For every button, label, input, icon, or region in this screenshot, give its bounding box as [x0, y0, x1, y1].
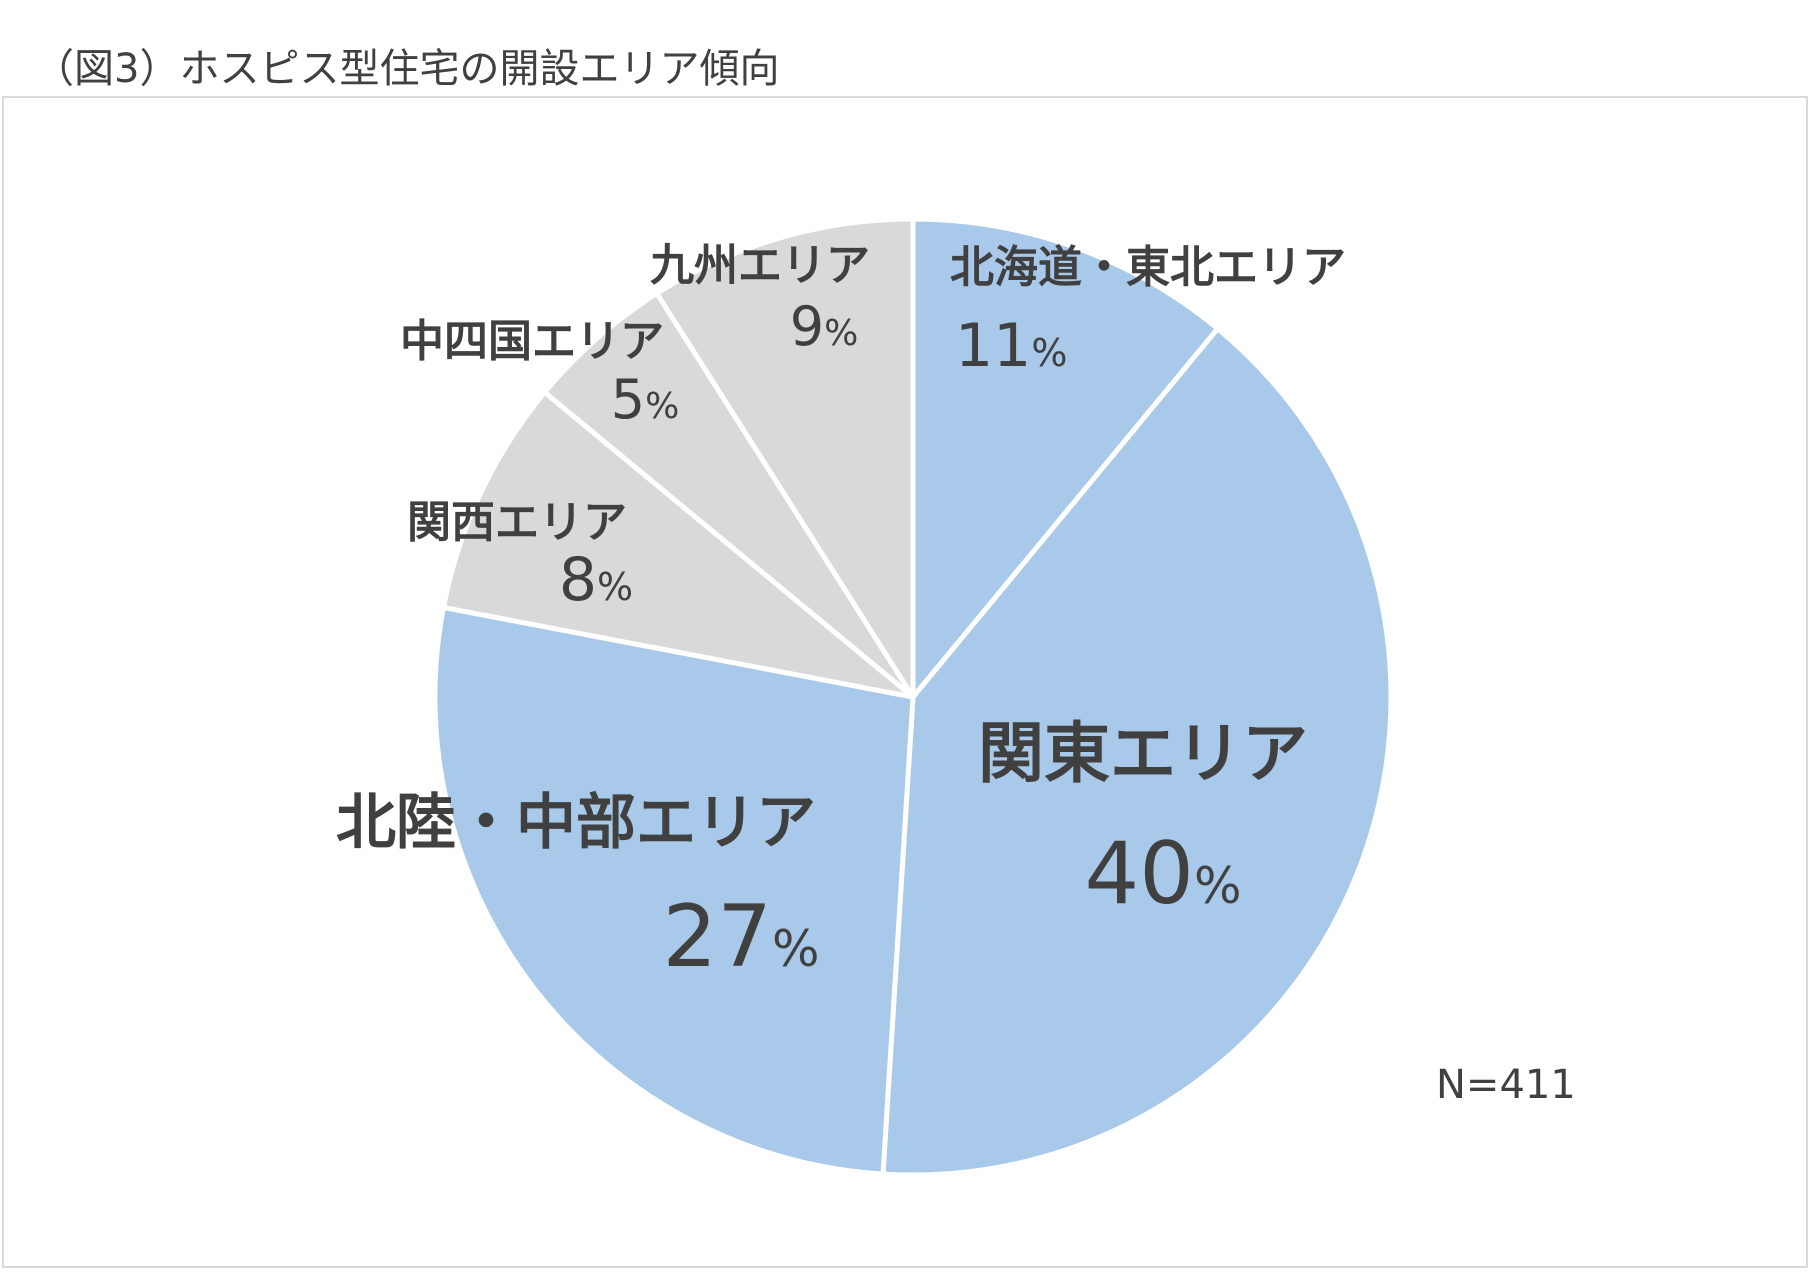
slice-name-label-0: 北海道・東北エリア: [950, 242, 1346, 293]
slice-value-label-5: 9%: [790, 295, 859, 358]
pie-slice-3: [440, 389, 916, 700]
chart-title: （図3）ホスピス型住宅の開設エリア傾向: [34, 46, 780, 92]
slice-value-label-1: 40%: [1085, 824, 1242, 924]
pie-slice-1: [880, 326, 1394, 1178]
slice-name-label-2: 北陸・中部エリア: [336, 788, 816, 858]
pie-slice-5: [654, 216, 916, 700]
pie-slices: [432, 216, 1394, 1178]
slice-value-label-0: 11%: [955, 311, 1067, 381]
slice-name-label-5: 九州エリア: [650, 240, 870, 291]
sample-size-note: N=411: [1436, 1062, 1576, 1108]
pie-slice-4: [542, 290, 916, 700]
slice-value-label-2: 27%: [663, 887, 820, 987]
slice-name-label-3: 関西エリア: [407, 497, 627, 548]
slice-name-label-1: 関東エリア: [978, 715, 1308, 792]
slice-name-label-4: 中四国エリア: [400, 316, 664, 367]
pie-slice-0: [910, 216, 1221, 700]
slice-value-label-3: 8%: [559, 545, 633, 615]
slice-value-label-4: 5%: [611, 368, 680, 431]
pie-slice-2: [432, 604, 916, 1177]
